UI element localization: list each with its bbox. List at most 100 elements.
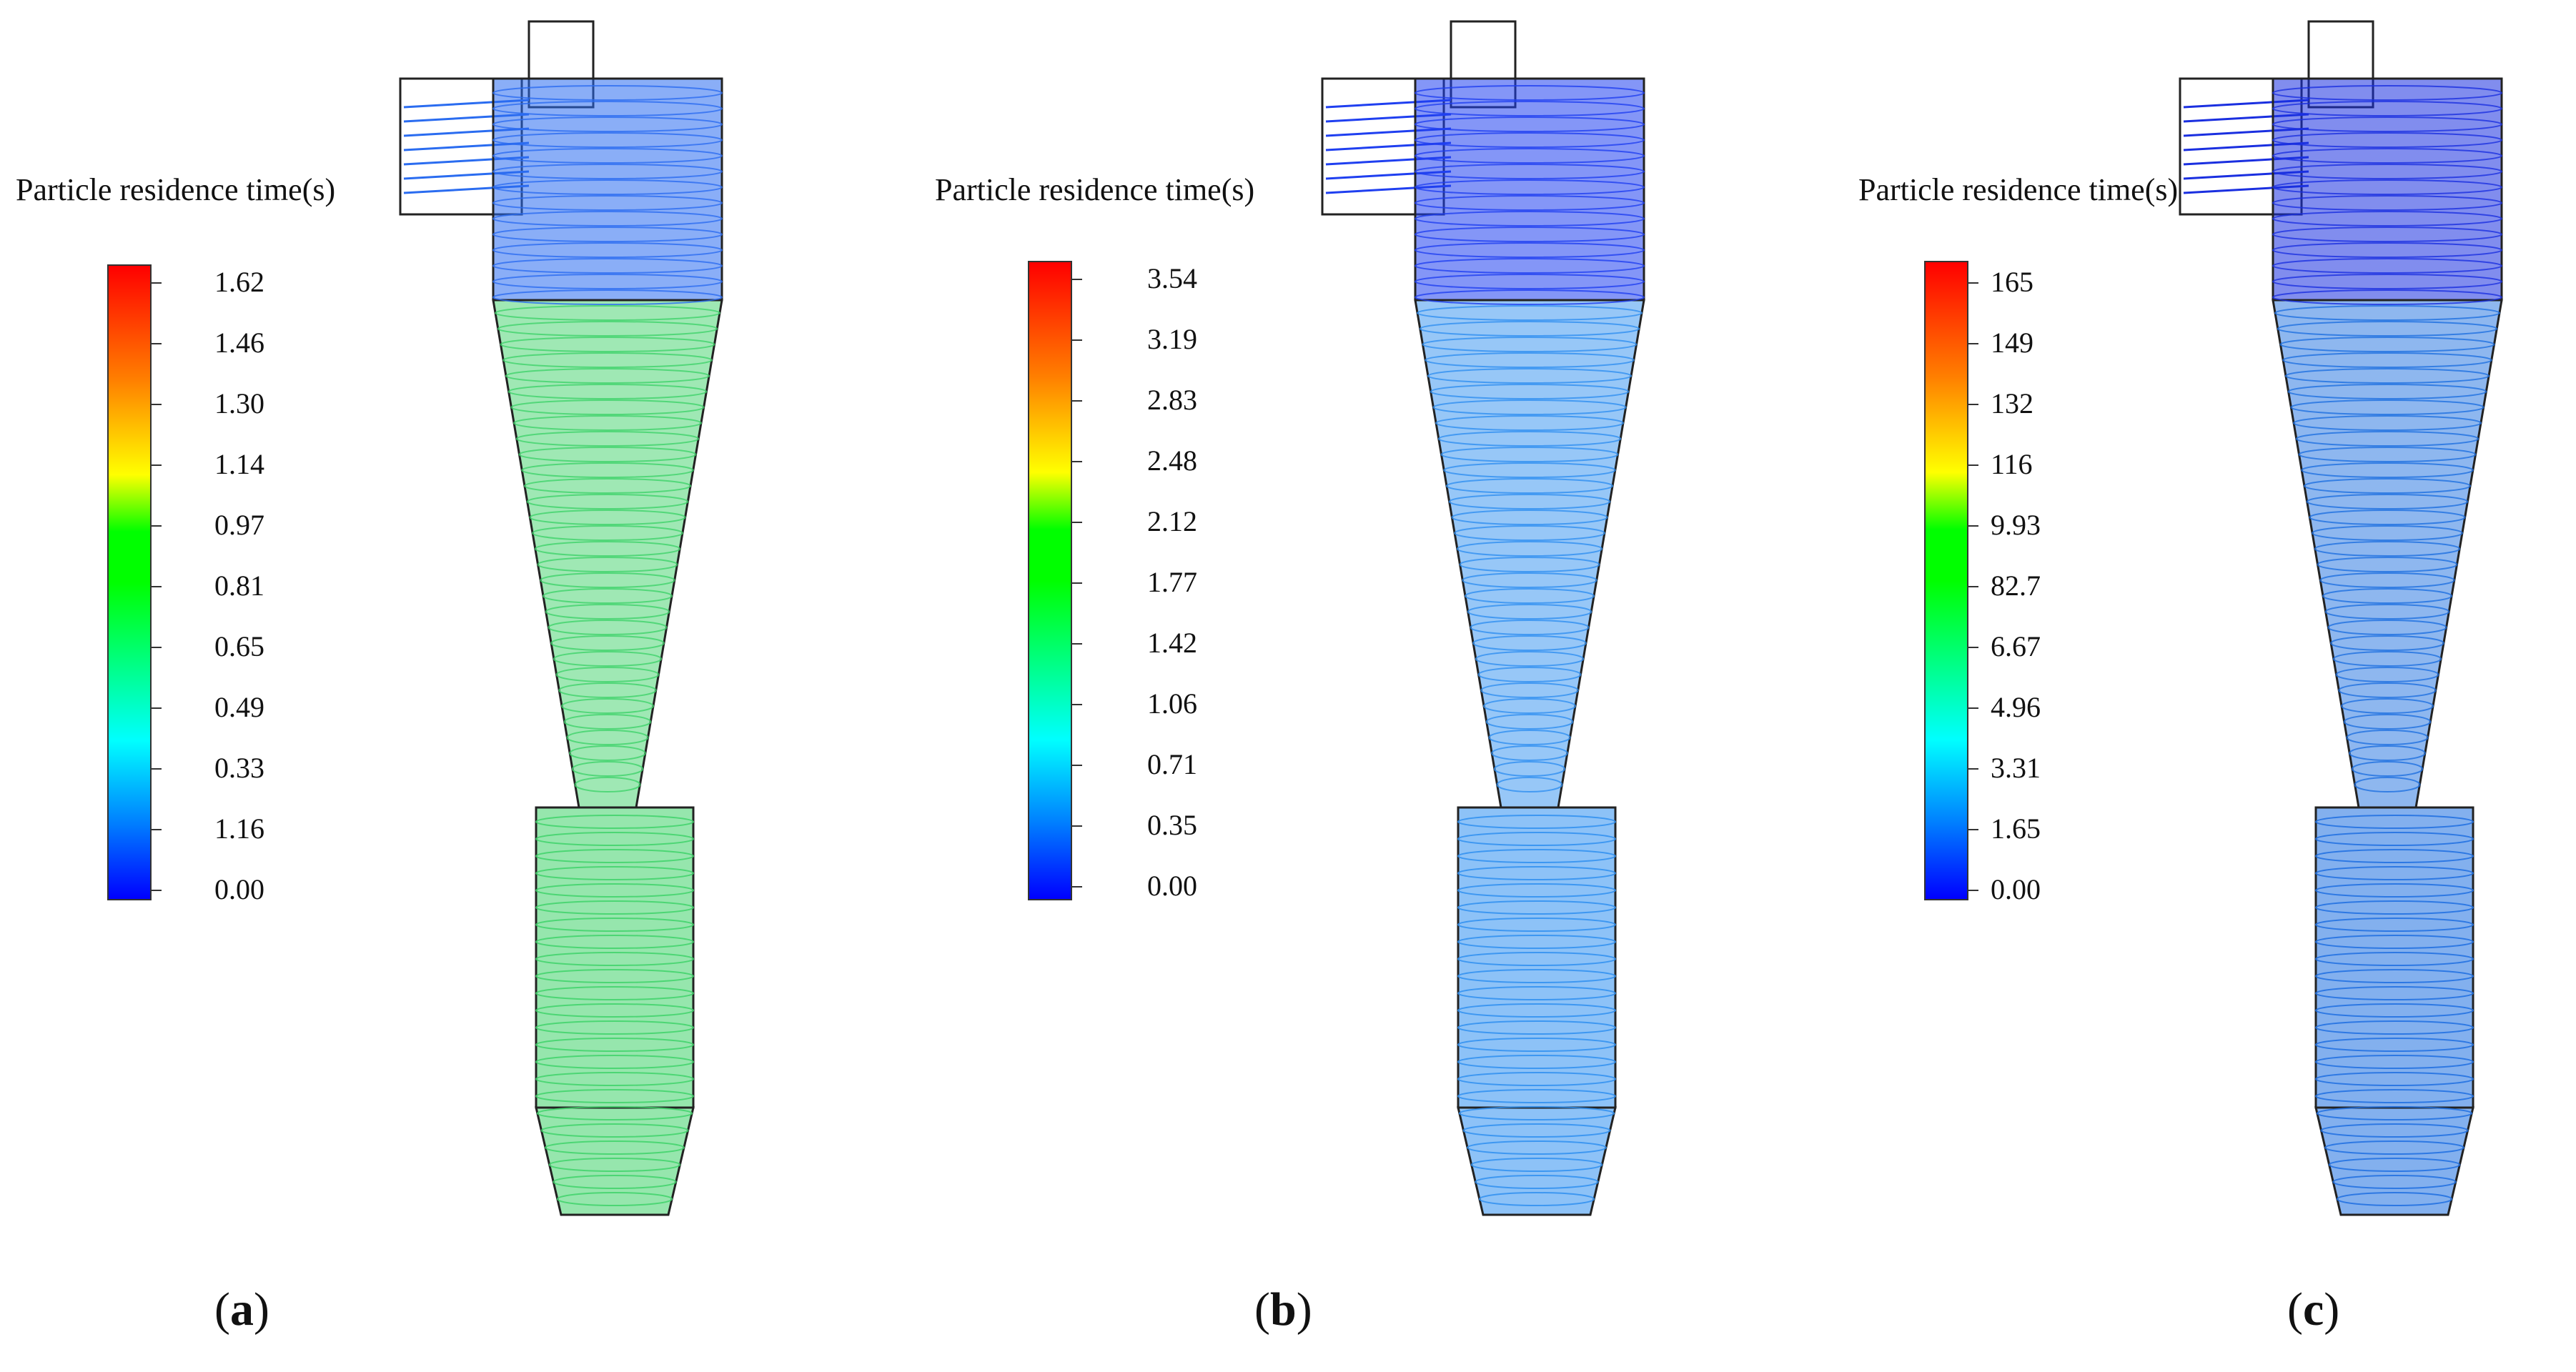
cyclone-body [1321, 20, 1645, 1216]
colorbar [1924, 261, 1968, 900]
trajectory-swirl [1430, 384, 1630, 399]
trajectory-swirl [1491, 745, 1568, 761]
trajectory-swirl [1464, 588, 1595, 604]
trajectory-swirl [2322, 588, 2453, 604]
trajectory-swirl [1462, 572, 1597, 588]
trajectory-swirl [1415, 132, 1645, 148]
colorbar-tick-label: 0.33 [214, 752, 264, 784]
colorbar-tick-label: 1.14 [214, 448, 264, 480]
trajectory-swirl [1457, 832, 1616, 846]
trajectory-swirl [2330, 635, 2444, 651]
trajectory-swirl [535, 866, 694, 880]
trajectory-swirl [1457, 1055, 1616, 1069]
trajectory-swirl [1415, 258, 1645, 274]
trajectory-swirl [515, 431, 700, 447]
trajectory-swirl [535, 1020, 694, 1035]
trajectory-swirl [2282, 352, 2492, 368]
trajectory-swirl [518, 447, 697, 462]
cone-outline [492, 299, 723, 809]
trajectory-swirl [2272, 242, 2502, 258]
trajectory-swirl [2301, 462, 2474, 478]
colorbar-tick-label: 1.06 [1147, 687, 1197, 720]
trajectory-swirl [1457, 849, 1616, 863]
trajectory-swirl [2332, 651, 2442, 667]
panel-a: Particle residence time(s) (a) 1.62 1.46 1… [0, 0, 858, 1372]
trajectory-swirl [2293, 415, 2482, 431]
colorbar-tick-label: 1.77 [1147, 566, 1197, 598]
colorbar-tick-mark [1968, 890, 1978, 891]
trajectory-swirl [1448, 494, 1611, 509]
trajectory-swirl [535, 849, 694, 863]
trajectory-swirl [2315, 1072, 2474, 1086]
trajectory-swirl [1459, 557, 1600, 572]
trajectory-swirl [563, 714, 652, 730]
colorbar-tick-label: 116 [1991, 448, 2033, 480]
colorbar-tick-label: 0.65 [214, 630, 264, 662]
colorbar-title: Particle residence time(s) [16, 172, 336, 207]
colorbar-tick-mark [1968, 586, 1978, 587]
colorbar-tick-mark [1968, 768, 1978, 770]
trajectory-swirl [548, 620, 668, 635]
trajectory-swirl [535, 883, 694, 898]
trajectory-swirl [535, 815, 694, 829]
trajectory-swirl [2272, 227, 2502, 242]
trajectory-swirl [492, 211, 723, 227]
colorbar-tick-mark [1968, 525, 1978, 527]
trajectory-swirl [1493, 761, 1566, 777]
cyclone-body [2179, 20, 2503, 1216]
trajectory-swirl [2324, 1140, 2464, 1155]
trajectory-swirl [542, 588, 673, 604]
colorbar-tick-mark [152, 829, 162, 830]
trajectory-swirl [553, 651, 663, 667]
trajectory-swirl [535, 900, 694, 915]
colorbar-tick-label: 4.96 [1991, 691, 2041, 723]
colorbar-tick-mark [1968, 647, 1978, 648]
dust-bin-outline [2314, 806, 2475, 1109]
trajectory-swirl [1478, 1192, 1595, 1206]
trajectory-swirl [1415, 227, 1645, 242]
trajectory-swirl [492, 132, 723, 148]
trajectory-swirl [1470, 620, 1590, 635]
trajectory-swirl [2346, 730, 2429, 745]
colorbar-tick-mark [1072, 643, 1082, 645]
trajectory-swirl [1470, 1158, 1603, 1172]
trajectory-swirl [1485, 714, 1574, 730]
colorbar-tick-mark [1968, 829, 1978, 830]
panel-b: Particle residence time(s) (b) 3.54 3.19 2… [858, 0, 1715, 1372]
trajectory-swirl [2320, 1123, 2469, 1138]
trajectory-swirl [558, 682, 657, 698]
trajectory-swirl [2303, 478, 2472, 494]
trajectory-swirl [555, 667, 660, 682]
trajectory-swirl [535, 935, 694, 949]
trajectory-swirl [492, 195, 723, 211]
colorbar-tick-label: 2.48 [1147, 444, 1197, 477]
colorbar-tick-label: 1.46 [214, 327, 264, 359]
trajectory-swirl [500, 337, 715, 352]
trajectory-swirl [510, 399, 705, 415]
trajectory-swirl [1457, 1072, 1616, 1086]
trajectory-swirl [545, 604, 670, 620]
trajectory-swirl [1457, 1003, 1616, 1018]
trajectory-swirl [1457, 1020, 1616, 1035]
trajectory-swirl [2287, 384, 2487, 399]
trajectory-swirl [540, 1123, 689, 1138]
colorbar-tick-label: 0.71 [1147, 748, 1197, 780]
trajectory-swirl [1415, 148, 1645, 164]
trajectory-swirl [1457, 900, 1616, 915]
trajectory-swirl [540, 572, 675, 588]
colorbar-tick-label: 0.00 [1147, 870, 1197, 902]
cone-outline [2272, 299, 2503, 809]
trajectory-swirl [2335, 667, 2439, 682]
colorbar-tick-mark [1968, 343, 1978, 344]
trajectory-swirl [548, 1158, 681, 1172]
trajectory-swirl [2272, 116, 2502, 132]
cyclone-trajectory-plot [1321, 20, 1645, 1216]
colorbar-tick-label: 1.30 [214, 387, 264, 419]
trajectory-swirl [1496, 777, 1563, 792]
trajectory-swirl [1457, 952, 1616, 966]
trajectory-swirl [1454, 525, 1605, 541]
colorbar-title: Particle residence time(s) [935, 172, 1255, 207]
trajectory-swirl [550, 635, 665, 651]
trajectory-swirl [1457, 918, 1616, 932]
trajectory-swirl [574, 777, 641, 792]
